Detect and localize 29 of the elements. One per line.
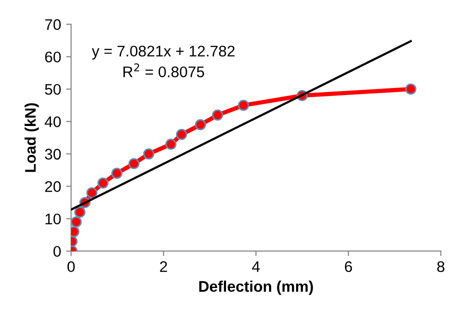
y-tick-label: 30 — [44, 148, 61, 160]
point — [111, 168, 122, 179]
y-tick-label: 70 — [45, 19, 61, 30]
point — [97, 178, 109, 189]
x-axis-title: Deflection (mm) — [199, 280, 313, 295]
point — [238, 100, 250, 111]
point — [74, 206, 86, 218]
point — [143, 148, 154, 160]
x-tick-label: 2 — [160, 261, 168, 272]
x-tick-label: 4 — [252, 261, 260, 272]
x-tick-label: 6 — [344, 261, 352, 272]
annotation: y = 7.0821x + 12.782 R$^{2}$ = 0.8075 — [92, 46, 235, 78]
y-tick-label: 60 — [45, 52, 61, 62]
point — [86, 187, 98, 198]
x-tick-label: 0 — [67, 261, 75, 272]
y-tick-label: 40 — [44, 116, 61, 128]
y-tick-label: 20 — [45, 181, 61, 192]
y-tick-label: 50 — [44, 84, 61, 95]
point — [165, 138, 176, 150]
point — [194, 119, 206, 130]
y-tick-label: 0 — [53, 246, 61, 257]
point — [405, 84, 416, 95]
y-axis-title: Load (kN) — [24, 103, 39, 172]
point — [212, 109, 224, 121]
point — [128, 158, 140, 170]
y-tick-label: 10 — [46, 214, 61, 224]
point — [71, 216, 82, 228]
x-tick-label: 8 — [437, 261, 444, 272]
point — [176, 128, 188, 140]
